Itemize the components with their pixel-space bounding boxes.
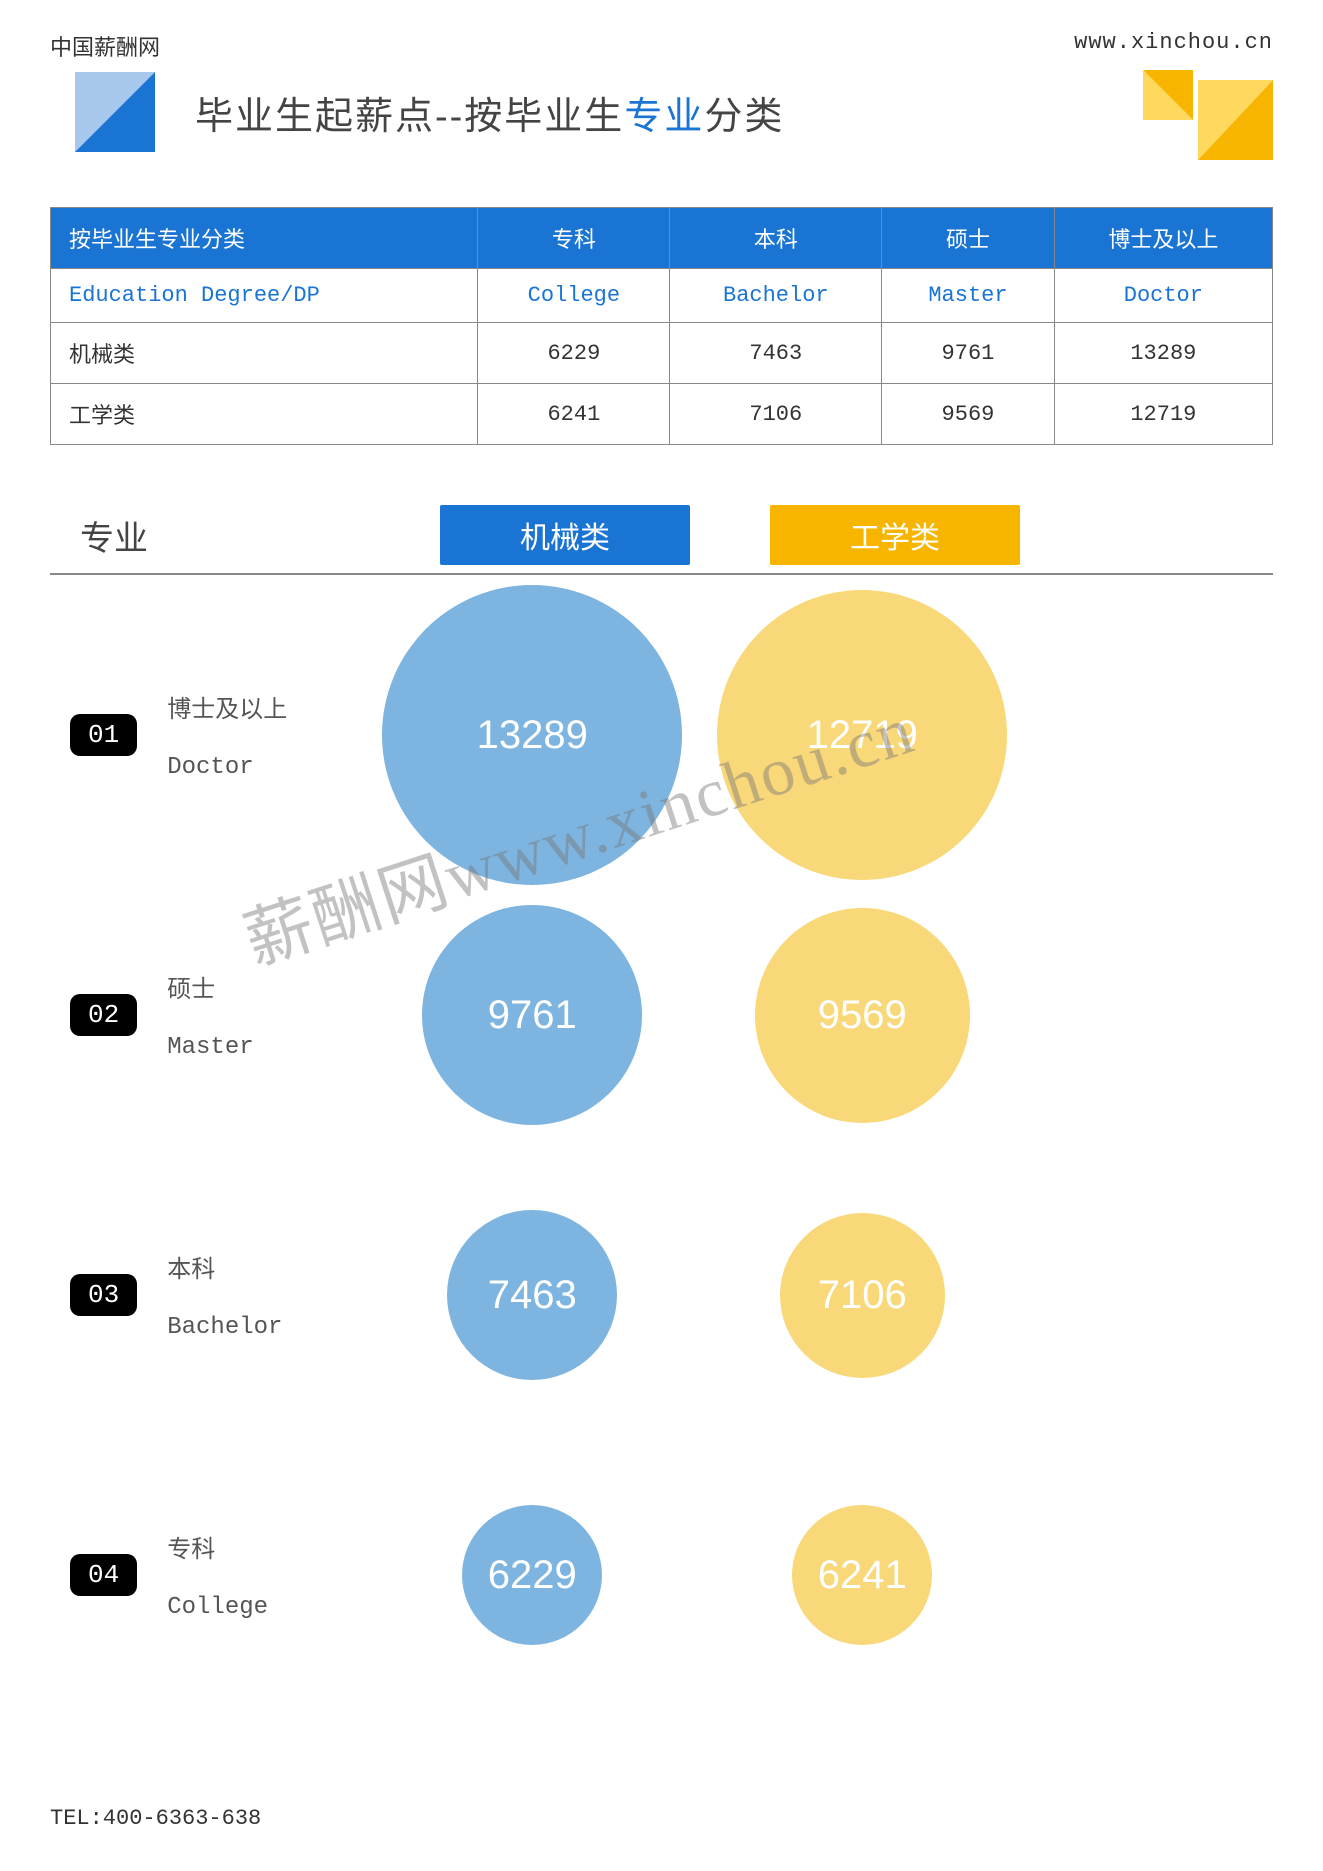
bubble-value-yellow: 12719 (717, 590, 1007, 880)
row-label-cn: 专科 (167, 1529, 367, 1564)
page-title: 毕业生起薪点--按毕业生专业分类 (195, 85, 784, 140)
bubble-cell: 12719 (697, 590, 1027, 880)
row-label-en: College (167, 1594, 367, 1621)
row-badge: 03 (70, 1274, 137, 1316)
row-labels: 博士及以上 Doctor (167, 689, 367, 781)
row-label-en: Master (167, 1034, 367, 1061)
bubble-cell: 7463 (367, 1210, 697, 1380)
footer-tel: TEL:400-6363-638 (50, 1806, 261, 1831)
table-header-cell: 按毕业生专业分类 (51, 208, 478, 269)
section-header: 专业 机械类 工学类 (50, 505, 1273, 575)
row-badge: 02 (70, 994, 137, 1036)
table-header-cell: 硕士 (882, 208, 1055, 269)
table-header-cell: 博士及以上 (1054, 208, 1272, 269)
bubble-row: 01博士及以上Doctor1328912719 (50, 595, 1273, 875)
bubble-cell: 6229 (367, 1505, 697, 1645)
bubble-cell: 9761 (367, 905, 697, 1125)
bubble-value-blue: 6229 (462, 1505, 602, 1645)
row-label-cn: 博士及以上 (167, 689, 367, 724)
table-en-row: Education Degree/DP College Bachelor Mas… (51, 269, 1273, 323)
bubble-value-blue: 9761 (422, 905, 642, 1125)
bubble-cell: 9569 (697, 908, 1027, 1123)
logo-icon (75, 72, 155, 152)
bubble-cell: 6241 (697, 1505, 1027, 1645)
bubble-value-blue: 7463 (447, 1210, 617, 1380)
header-decoration-icon (1143, 60, 1273, 170)
row-labels: 硕士 Master (167, 969, 367, 1061)
bubble-row: 02 硕士 Master 9761 9569 (50, 875, 1273, 1155)
site-name: 中国薪酬网 (50, 30, 160, 62)
table-header-row: 按毕业生专业分类 专科 本科 硕士 博士及以上 (51, 208, 1273, 269)
series-pill-yellow: 工学类 (770, 505, 1020, 565)
section-title: 专业 (80, 511, 440, 560)
row-label-cn: 本科 (167, 1249, 367, 1284)
top-bar: 中国薪酬网 www.xinchou.cn (50, 30, 1273, 62)
bubble-value-yellow: 6241 (792, 1505, 932, 1645)
bubble-value-blue: 13289 (382, 585, 682, 885)
row-labels: 本科 Bachelor (167, 1249, 367, 1341)
bubble-row: 04 专科 College 6229 6241 (50, 1435, 1273, 1715)
row-badge: 01 (70, 714, 137, 756)
row-badge: 04 (70, 1554, 137, 1596)
table-row: 工学类 6241 7106 9569 12719 (51, 384, 1273, 445)
salary-table: 按毕业生专业分类 专科 本科 硕士 博士及以上 Education Degree… (50, 207, 1273, 445)
site-url: www.xinchou.cn (1074, 30, 1273, 55)
header: 毕业生起薪点--按毕业生专业分类 (50, 72, 1273, 152)
row-labels: 专科 College (167, 1529, 367, 1621)
bubble-cell: 13289 (367, 585, 697, 885)
bubble-chart: 01博士及以上Doctor132891271902硕士Master9761956… (50, 595, 1273, 1715)
table-header-cell: 本科 (670, 208, 882, 269)
row-label-en: Doctor (167, 754, 367, 781)
table-row: 机械类 6229 7463 9761 13289 (51, 323, 1273, 384)
row-label-cn: 硕士 (167, 969, 367, 1004)
bubble-value-yellow: 7106 (780, 1213, 945, 1378)
series-pill-blue: 机械类 (440, 505, 690, 565)
row-label-en: Bachelor (167, 1314, 367, 1341)
bubble-cell: 7106 (697, 1213, 1027, 1378)
table-header-cell: 专科 (478, 208, 670, 269)
bubble-row: 03 本科 Bachelor 7463 7106 (50, 1155, 1273, 1435)
bubble-value-yellow: 9569 (755, 908, 970, 1123)
